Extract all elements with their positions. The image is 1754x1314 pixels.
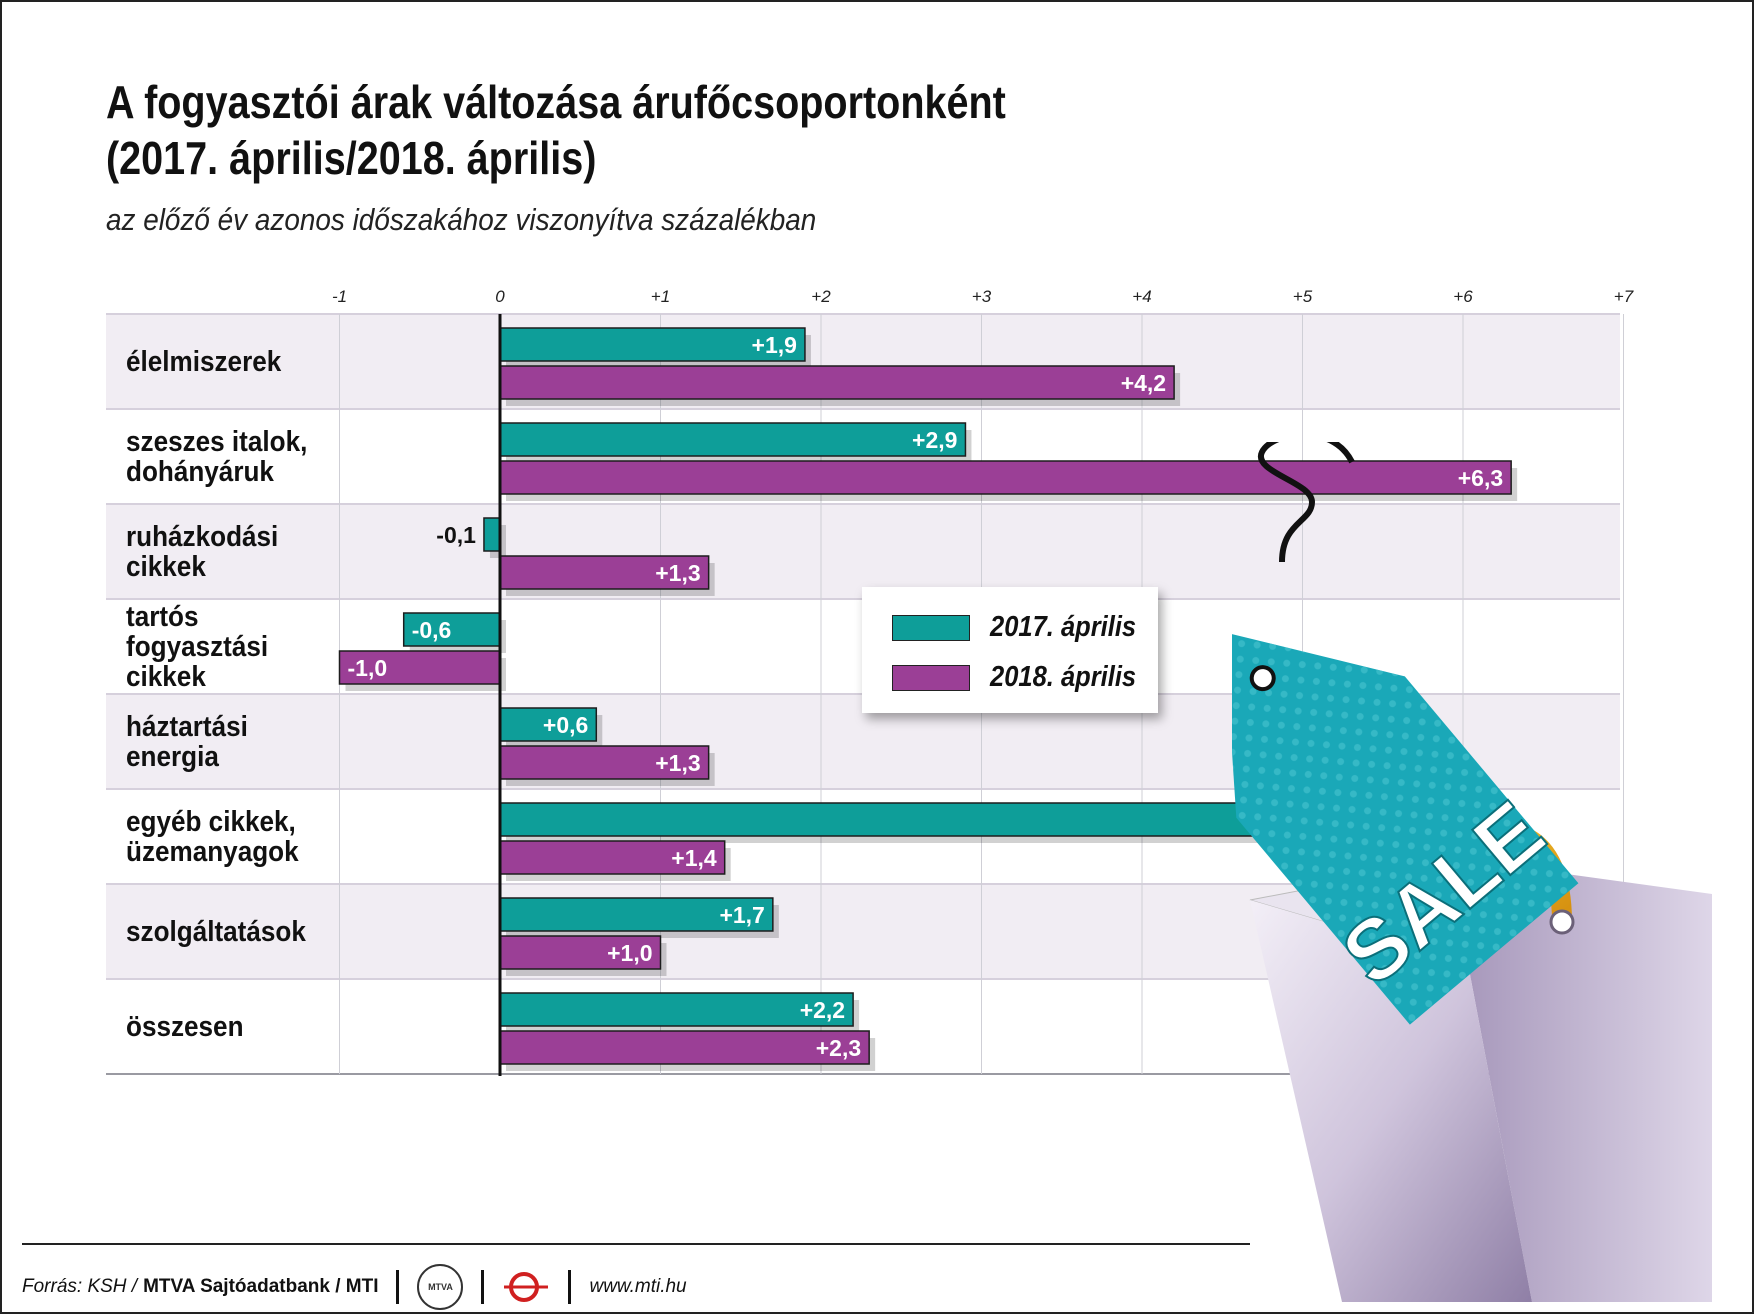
bar-2018 — [499, 1030, 870, 1065]
bar-2018 — [499, 745, 710, 780]
chart-title: A fogyasztói árak változása árufőcsoport… — [106, 74, 1006, 186]
bar-2018 — [499, 555, 710, 590]
legend-swatch-2018 — [892, 664, 970, 691]
bar-value-label: +2,3 — [816, 1035, 861, 1061]
footer-url: www.mti.hu — [589, 1276, 687, 1297]
x-tick-label: +7 — [1614, 287, 1634, 306]
chart-title-line1: A fogyasztói árak változása árufőcsoport… — [106, 76, 1006, 128]
bar-2018 — [338, 650, 501, 685]
category-label: összesen — [126, 1010, 244, 1043]
bar-2018 — [499, 460, 1512, 495]
legend: 2017. április 2018. április — [862, 587, 1158, 713]
bar-2018 — [499, 365, 1175, 400]
chart-title-line2: (2017. április/2018. április) — [106, 132, 597, 184]
mtva-logo-text: MTVA — [428, 1282, 453, 1292]
category-label: élelmiszerek — [126, 345, 282, 378]
bar-value-label: -0,6 — [412, 617, 452, 643]
category-label: tartós fogyasztási cikkek — [126, 600, 269, 693]
legend-item-2018: 2018. április — [892, 661, 1156, 694]
category-label: háztartási energia — [126, 710, 248, 773]
bar-2017 — [499, 422, 967, 457]
bar-value-label: +0,6 — [543, 712, 588, 738]
bar-value-label: +1,4 — [671, 845, 717, 871]
footer: Forrás: KSH / MTVA Sajtóadatbank / MTI M… — [22, 1264, 687, 1310]
sale-tag: SALE — [1232, 632, 1579, 1025]
bar-value-label: +1,7 — [719, 902, 764, 928]
legend-label-2018: 2018. április — [990, 661, 1137, 693]
footer-separator — [481, 1270, 485, 1304]
bar-value-label: +1,9 — [752, 332, 797, 358]
x-tick-label: +5 — [1293, 287, 1313, 306]
bar-2017 — [499, 707, 598, 742]
x-tick-label: +3 — [972, 287, 992, 306]
legend-swatch-2017 — [892, 614, 970, 641]
mti-logo-icon — [504, 1272, 549, 1302]
bar-value-label: +1,0 — [607, 940, 652, 966]
category-band — [106, 504, 1620, 599]
bar-2018 — [499, 935, 662, 970]
bar-value-label: +6,3 — [1458, 465, 1503, 491]
footer-separator — [396, 1270, 400, 1304]
bar-2017 — [402, 612, 501, 647]
footer-separator — [568, 1270, 572, 1304]
category-label: szolgáltatások — [126, 915, 306, 948]
x-tick-label: +6 — [1453, 287, 1473, 306]
legend-item-2017: 2017. április — [892, 611, 1156, 644]
x-tick-label: 0 — [495, 287, 505, 306]
bar-2017 — [499, 802, 1304, 837]
bar-2017 — [499, 327, 806, 362]
footer-org: MTVA Sajtóadatbank / MTI — [143, 1276, 379, 1297]
bar-value-label: +4,2 — [1121, 370, 1166, 396]
category-label: szeszes italok, dohányáruk — [126, 425, 308, 488]
bar-value-label: +1,3 — [655, 750, 700, 776]
mtva-logo-icon: MTVA — [417, 1264, 464, 1310]
bar-2017 — [483, 517, 501, 552]
bar-2018 — [499, 840, 726, 875]
bar-value-label: +2,2 — [800, 997, 845, 1023]
footer-source: Forrás: KSH / — [22, 1276, 138, 1297]
bar-value-label: +2,9 — [912, 427, 957, 453]
bar-value-label: -0,1 — [436, 522, 476, 548]
chart-subtitle: az előző év azonos időszakához viszonyít… — [106, 202, 817, 237]
shopping-bag-sale-illustration: SALE — [1232, 442, 1712, 1302]
bar-value-label: -1,0 — [348, 655, 388, 681]
x-tick-label: -1 — [332, 287, 347, 306]
bar-2017 — [499, 992, 854, 1027]
bar-value-label: +1,3 — [655, 560, 700, 586]
footer-divider — [22, 1243, 1250, 1245]
x-tick-label: +1 — [651, 287, 670, 306]
category-label: ruházkodási cikkek — [126, 520, 279, 583]
category-label: egyéb cikkek, üzemanyagok — [126, 805, 299, 868]
legend-label-2017: 2017. április — [990, 611, 1137, 643]
x-tick-label: +2 — [811, 287, 831, 306]
x-tick-label: +4 — [1132, 287, 1151, 306]
